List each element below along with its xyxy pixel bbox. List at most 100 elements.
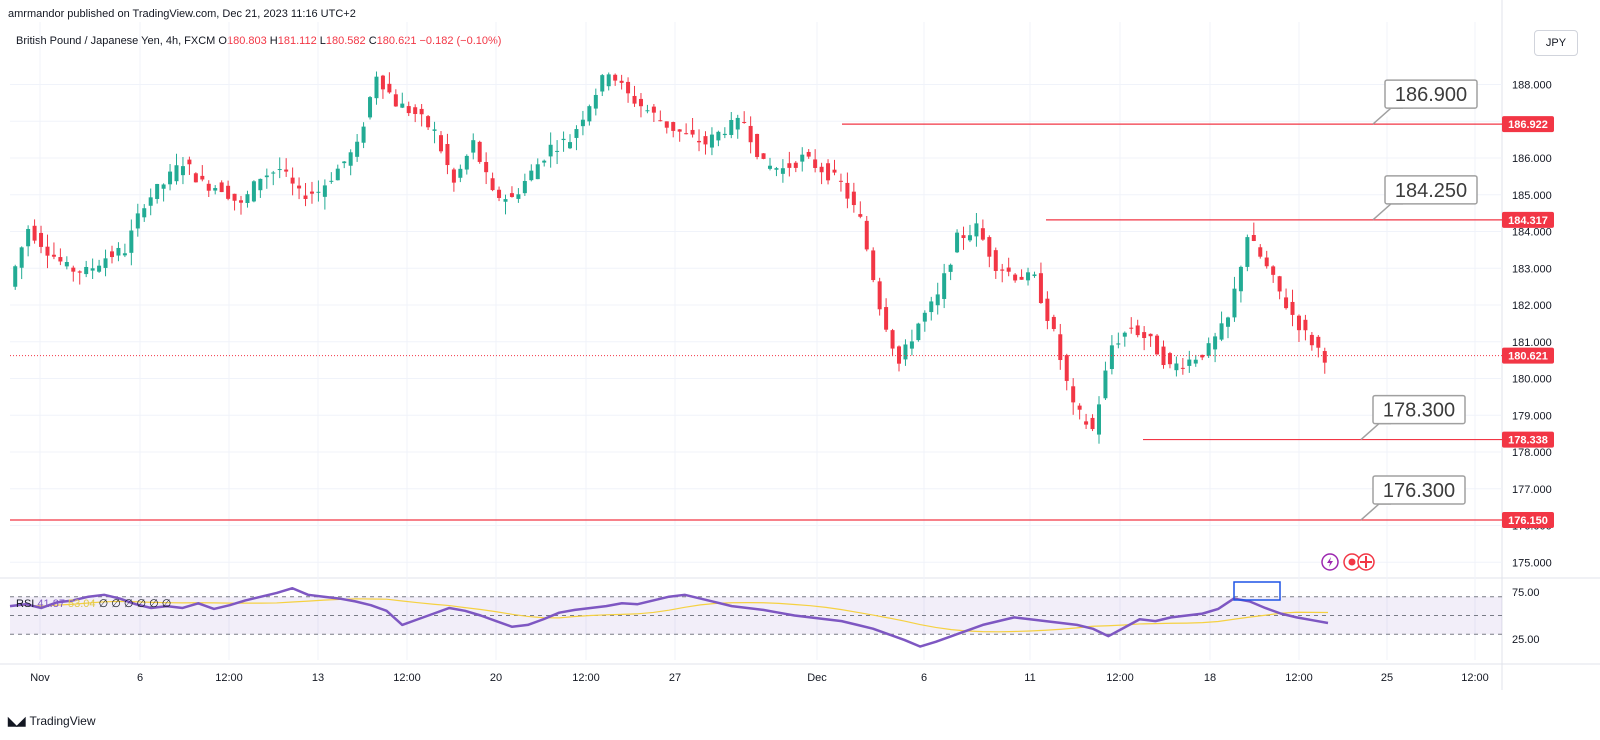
candle-body <box>406 106 411 114</box>
callout-box <box>1372 394 1466 425</box>
candle-body <box>226 185 231 199</box>
candle-body <box>638 98 643 107</box>
candle-body <box>206 183 211 191</box>
brand[interactable]: ◣◢ TradingView <box>8 714 96 728</box>
candle-body <box>1271 266 1276 275</box>
time-tick-label: Nov <box>30 672 50 684</box>
price-tag-label: 178.338 <box>1508 435 1548 447</box>
candles <box>13 71 1327 444</box>
candle-body <box>1284 297 1289 309</box>
candle-body <box>1180 367 1185 369</box>
candle-body <box>961 235 966 239</box>
candle-body <box>1296 315 1301 331</box>
open-label: O <box>218 35 227 47</box>
candle-body <box>490 178 495 191</box>
record-icon[interactable] <box>1343 553 1361 571</box>
last-price-tag-label: 180.621 <box>1508 351 1548 363</box>
candle-body <box>626 81 631 94</box>
candle-body <box>529 170 534 181</box>
time-tick-label: 12:00 <box>572 672 600 684</box>
symbol-name[interactable]: British Pound / Japanese Yen, 4h, FXCM <box>16 35 216 47</box>
candle-body <box>297 185 302 189</box>
candle-body <box>767 165 772 169</box>
candle-body <box>484 162 489 173</box>
candle-body <box>1103 370 1108 399</box>
candle-body <box>51 254 56 257</box>
change-value: −0.182 (−0.10%) <box>419 35 502 47</box>
candle-body <box>193 173 198 183</box>
candle-body <box>651 106 656 113</box>
candle-body <box>71 267 76 272</box>
candle-body <box>922 312 927 322</box>
time-tick-label: Dec <box>807 672 827 684</box>
candle-body <box>774 168 779 170</box>
candle-body <box>800 154 805 162</box>
candle-body <box>871 250 876 281</box>
candle-body <box>1135 325 1140 336</box>
candle-body <box>438 135 443 152</box>
candle-body <box>148 197 153 206</box>
rsi-name[interactable]: RSI <box>16 598 35 610</box>
candle-body <box>980 228 985 240</box>
callout-label: 178.300 <box>1383 400 1455 422</box>
last-price-tag <box>1502 347 1554 364</box>
candle-body <box>780 168 785 174</box>
candle-body <box>600 75 605 92</box>
callout-box <box>1384 79 1478 109</box>
candle-body <box>819 166 824 173</box>
currency-button[interactable]: JPY <box>1534 30 1578 56</box>
low-label: L <box>319 35 326 47</box>
candle-body <box>632 95 637 104</box>
rsi-zero-values: ∅ ∅ ∅ ∅ ∅ ∅ <box>98 598 172 610</box>
candle-body <box>497 189 502 198</box>
candle-body <box>64 262 69 267</box>
candle-body <box>464 155 469 170</box>
candle-body <box>458 168 463 178</box>
candle-body <box>671 122 676 131</box>
candle-body <box>1064 355 1069 381</box>
candle-body <box>890 330 895 349</box>
candle-body <box>426 116 431 128</box>
tradingview-logo-icon: ◣◢ <box>8 714 25 728</box>
candle-body <box>522 180 527 194</box>
candle-body <box>32 225 37 241</box>
candle-body <box>1316 336 1321 348</box>
candle-body <box>393 94 398 107</box>
candle-body <box>897 346 902 364</box>
candle-body <box>574 129 579 138</box>
candle-body <box>122 253 127 256</box>
candle-body <box>1251 235 1256 241</box>
candle-body <box>387 83 392 93</box>
candle-body <box>561 138 566 141</box>
candle-body <box>13 266 18 287</box>
candle-body <box>580 119 585 127</box>
callout-box <box>1384 175 1478 205</box>
time-tick-label: 6 <box>921 672 927 684</box>
rsi-tick-label: 25.00 <box>1512 634 1540 646</box>
lightning-icon[interactable] <box>1321 553 1339 571</box>
candle-body <box>19 247 24 268</box>
candle-body <box>709 134 714 148</box>
candle-body <box>1264 257 1269 267</box>
candle-body <box>368 97 373 118</box>
open-value: 180.803 <box>226 35 267 47</box>
candle-body <box>948 264 953 272</box>
time-tick-label: 27 <box>669 672 681 684</box>
price-tick-label: 182.000 <box>1512 300 1552 312</box>
candle-body <box>1045 298 1050 321</box>
candle-body <box>1116 343 1121 345</box>
time-tick-label: 20 <box>490 672 502 684</box>
candle-body <box>851 191 856 206</box>
uk-flag-icon[interactable] <box>1357 553 1375 571</box>
candle-body <box>987 237 992 257</box>
candle-body <box>587 106 592 122</box>
candle-body <box>1322 351 1327 363</box>
candle-body <box>1096 404 1101 435</box>
candle-body <box>1193 359 1198 364</box>
candle-body <box>419 108 424 115</box>
candle-body <box>58 257 63 262</box>
time-tick-label: 25 <box>1381 672 1393 684</box>
candle-body <box>806 151 811 157</box>
candle-body <box>1161 346 1166 366</box>
